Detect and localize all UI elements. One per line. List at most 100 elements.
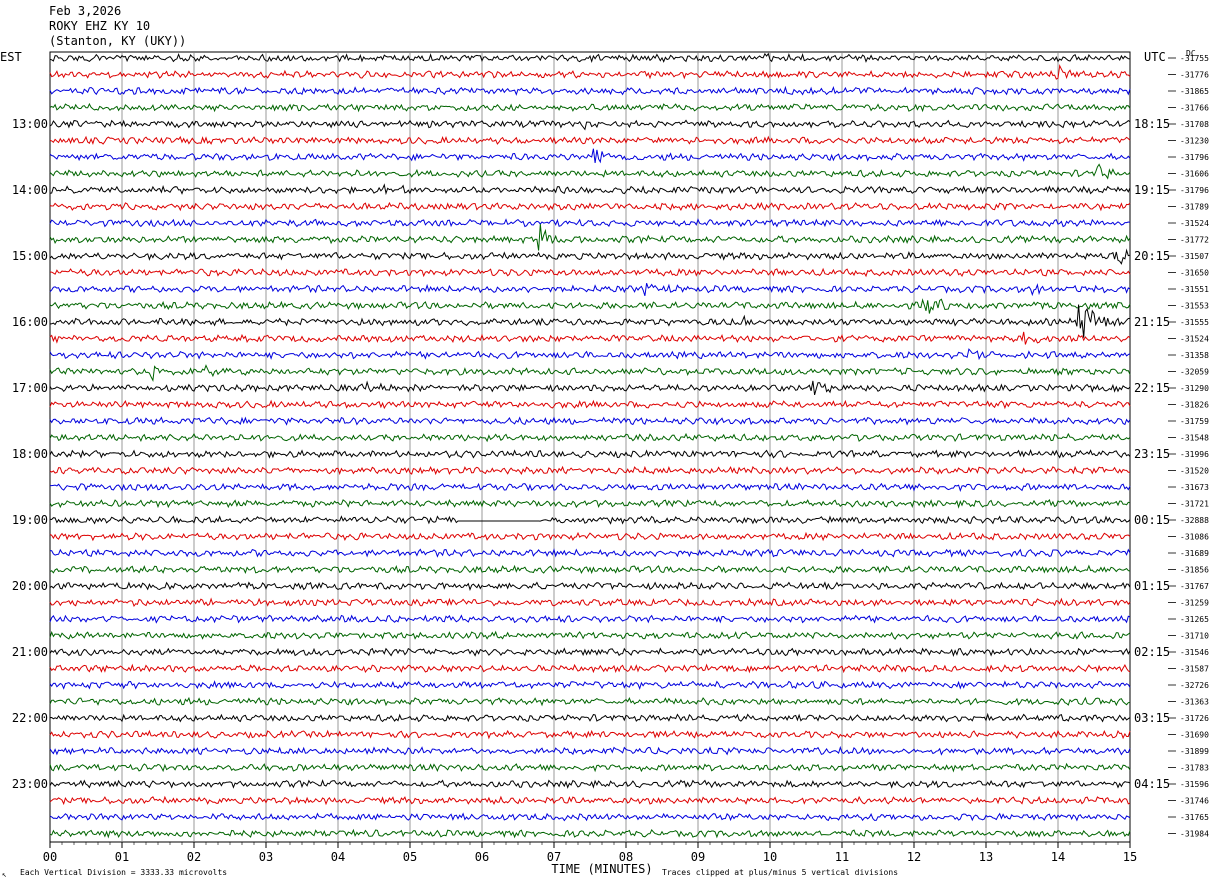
- dc-offset-label: -31650: [1180, 269, 1209, 278]
- left-hour-label: 14:00: [12, 183, 48, 197]
- seismic-trace: [49, 416, 1131, 426]
- dc-offset-label: -32059: [1180, 368, 1209, 377]
- seismic-trace: [49, 630, 1131, 640]
- dc-offset-label: -31546: [1180, 648, 1209, 657]
- dc-offset-label: -31690: [1180, 731, 1209, 740]
- dc-offset-label: -31606: [1180, 170, 1209, 179]
- seismic-trace: [49, 331, 1131, 345]
- left-hour-label: 15:00: [12, 249, 48, 263]
- left-hour-label: 20:00: [12, 579, 48, 593]
- seismic-trace: [49, 183, 1131, 196]
- seismic-trace: [49, 680, 1131, 690]
- dc-offset-label: -31673: [1180, 483, 1209, 492]
- seismic-trace: [49, 745, 1131, 756]
- right-hour-label: 23:15: [1134, 447, 1170, 461]
- seismic-trace: [49, 531, 1131, 542]
- dc-offset-label: -31726: [1180, 714, 1209, 723]
- dc-offset-label: -31259: [1180, 599, 1209, 608]
- x-tick-label: 02: [187, 850, 201, 864]
- x-tick-label: 00: [43, 850, 57, 864]
- x-axis-title: TIME (MINUTES): [551, 862, 652, 876]
- seismic-trace: [49, 828, 1131, 839]
- seismic-trace: [49, 712, 1131, 723]
- dc-offset-label: -31555: [1180, 318, 1209, 327]
- right-hour-label: 22:15: [1134, 381, 1170, 395]
- seismic-trace: [49, 119, 1131, 131]
- dc-offset-label: -31524: [1180, 219, 1209, 228]
- corner-mark: ↖: [2, 870, 7, 879]
- left-hour-label: 23:00: [12, 777, 48, 791]
- dc-offset-label: -32726: [1180, 681, 1209, 690]
- seismic-trace: [49, 298, 1131, 314]
- seismic-trace: [49, 779, 1131, 789]
- dc-offset-label: -31899: [1180, 747, 1209, 756]
- dc-offset-label: -31767: [1180, 582, 1209, 591]
- seismic-trace: [49, 224, 1131, 251]
- x-tick-label: 05: [403, 850, 417, 864]
- left-hour-label: 19:00: [12, 513, 48, 527]
- dc-offset-label: -31783: [1180, 764, 1209, 773]
- left-timezone-label: EST: [0, 50, 22, 64]
- right-hour-label: 01:15: [1134, 579, 1170, 593]
- dc-offset-label: -31358: [1180, 351, 1209, 360]
- dc-offset-label: -31776: [1180, 71, 1209, 80]
- left-hour-label: 22:00: [12, 711, 48, 725]
- location-label: (Stanton, KY (UKY)): [49, 34, 187, 48]
- left-hour-label: 18:00: [12, 447, 48, 461]
- dc-offset-label: -31796: [1180, 186, 1209, 195]
- seismic-trace: [50, 482, 1131, 493]
- dc-offset-label: -31551: [1180, 285, 1209, 294]
- vertical-scale-note: Each Vertical Division = 3333.33 microvo…: [20, 868, 227, 877]
- seismic-trace: [49, 63, 1131, 80]
- x-tick-label: 06: [475, 850, 489, 864]
- dc-offset-label: -31865: [1180, 87, 1209, 96]
- seismic-trace: [49, 248, 1131, 265]
- seismic-trace: [49, 564, 1131, 575]
- dc-offset-label: -31746: [1180, 797, 1209, 806]
- x-tick-label: 14: [1051, 850, 1065, 864]
- seismic-trace: [49, 515, 1131, 525]
- right-hour-label: 18:15: [1134, 117, 1170, 131]
- seismic-trace: [49, 399, 1131, 410]
- seismic-trace: [49, 283, 1131, 297]
- seismic-trace: [49, 499, 1131, 509]
- dc-offset-label: -31772: [1180, 236, 1209, 245]
- dc-offset-label: -31086: [1180, 533, 1209, 542]
- dc-offset-label: -31996: [1180, 450, 1209, 459]
- dc-offset-label: -31524: [1180, 335, 1209, 344]
- dc-offset-label: -31553: [1180, 302, 1209, 311]
- left-hour-label: 21:00: [12, 645, 48, 659]
- seismic-trace: [49, 581, 1131, 592]
- seismic-trace: [49, 647, 1131, 657]
- right-hour-label: 02:15: [1134, 645, 1170, 659]
- seismic-trace: [49, 614, 1131, 624]
- x-tick-label: 10: [763, 850, 777, 864]
- seismic-trace: [49, 795, 1131, 806]
- x-tick-label: 12: [907, 850, 921, 864]
- seismic-trace: [49, 218, 1131, 228]
- seismic-trace: [49, 163, 1131, 180]
- seismic-trace: [49, 663, 1131, 674]
- dc-offset-label: -31856: [1180, 566, 1209, 575]
- dc-offset-label: -31721: [1180, 500, 1209, 509]
- seismic-trace: [49, 85, 1131, 96]
- seismic-trace: [49, 548, 1131, 558]
- clipping-note: Traces clipped at plus/minus 5 vertical …: [662, 868, 898, 877]
- seismic-trace: [49, 380, 1131, 396]
- dc-offset-label: -31596: [1180, 780, 1209, 789]
- seismic-trace: [49, 812, 1131, 822]
- station-label: ROKY EHZ KY 10: [49, 19, 151, 33]
- dc-offset-label: -31710: [1180, 632, 1209, 641]
- x-tick-label: 01: [115, 850, 129, 864]
- x-tick-label: 09: [691, 850, 705, 864]
- dc-offset-label: -31507: [1180, 252, 1209, 261]
- dc-offset-label: -31826: [1180, 401, 1209, 410]
- seismic-trace: [49, 135, 1131, 145]
- dc-offset-label: -31587: [1180, 665, 1209, 674]
- x-tick-label: 08: [619, 850, 633, 864]
- x-tick-label: 15: [1123, 850, 1137, 864]
- date-label: Feb 3,2026: [49, 4, 122, 18]
- right-hour-label: 03:15: [1134, 711, 1170, 725]
- dc-offset-label: -31766: [1180, 104, 1209, 113]
